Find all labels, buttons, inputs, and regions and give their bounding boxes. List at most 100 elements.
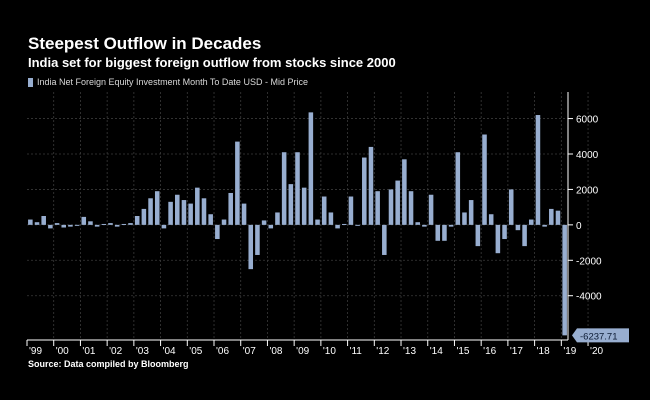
bar: [448, 224, 454, 227]
bar: [228, 192, 233, 225]
bar: [428, 194, 434, 225]
bar: [475, 224, 481, 247]
bar: [41, 216, 46, 225]
bar: [88, 221, 93, 225]
bar: [508, 189, 514, 225]
bar: [261, 220, 267, 225]
bar: [308, 112, 314, 225]
bar: [221, 219, 227, 225]
bar: [61, 224, 67, 228]
bar: [301, 187, 307, 225]
x-tick-label: '01: [82, 346, 95, 357]
bar: [362, 157, 367, 225]
bar: [528, 219, 534, 225]
x-tick-label: '13: [403, 346, 416, 357]
bar: [148, 198, 153, 225]
x-tick-label: '12: [376, 346, 389, 357]
bar: [422, 224, 427, 227]
bar: [535, 115, 541, 225]
y-tick-label: -2000: [576, 256, 602, 267]
bar: [455, 152, 461, 225]
x-tick-label: '99: [29, 346, 42, 357]
bar: [48, 224, 53, 229]
bar: [522, 224, 527, 247]
bar: [562, 224, 567, 336]
last-value-callout: [577, 328, 629, 343]
source-note: Source: Data compiled by Bloomberg: [28, 359, 189, 369]
bar: [108, 223, 113, 225]
bar: [468, 200, 474, 225]
x-tick-label: '05: [189, 346, 202, 357]
x-tick-label: '10: [323, 346, 336, 357]
x-tick-label: '18: [537, 346, 550, 357]
bar: [542, 224, 547, 227]
bar: [161, 224, 167, 229]
y-tick-label: 6000: [576, 115, 599, 126]
y-tick-label: 2000: [576, 185, 599, 196]
x-tick-label: '11: [350, 346, 363, 357]
bar: [348, 196, 354, 225]
x-tick-label: '14: [430, 346, 443, 357]
bar: [154, 191, 160, 225]
bar: [415, 222, 420, 225]
legend-swatch: [28, 77, 33, 87]
bar: [495, 224, 501, 254]
bar: [181, 200, 187, 225]
bar: [375, 191, 380, 225]
bar: [395, 180, 400, 225]
bar: [388, 189, 394, 225]
bar: [482, 134, 487, 225]
bar: [248, 224, 254, 270]
bar: [549, 208, 554, 225]
bar: [442, 224, 447, 241]
bar: [408, 191, 414, 225]
bar: [502, 224, 507, 240]
bar: [175, 194, 180, 225]
x-tick-label: '03: [136, 346, 149, 357]
x-tick-label: '16: [483, 346, 496, 357]
y-tick-label: 0: [576, 221, 582, 232]
bar: [462, 212, 467, 225]
bar: [28, 219, 33, 225]
legend: India Net Foreign Equity Investment Mont…: [28, 77, 308, 87]
bar: [101, 223, 107, 225]
x-tick-label: '06: [216, 346, 229, 357]
bar: [215, 224, 220, 240]
x-tick-label: '20: [590, 346, 603, 357]
bar: [368, 146, 374, 225]
x-tick-label: '09: [296, 346, 309, 357]
bar: [281, 152, 287, 225]
chart-subtitle: India set for biggest foreign outflow fr…: [28, 55, 396, 70]
y-tick-label: -4000: [576, 292, 602, 303]
x-tick-label: '08: [269, 346, 282, 357]
x-tick-label: '00: [56, 346, 69, 357]
bar: [488, 214, 494, 225]
last-value-label: -6237.71: [580, 331, 618, 342]
x-tick-label: '15: [456, 346, 469, 357]
bar: [555, 210, 561, 225]
bar: [54, 223, 60, 225]
bar: [81, 216, 87, 225]
bar: [321, 196, 327, 225]
bar: [355, 224, 360, 226]
bar: [195, 187, 200, 225]
bar: [275, 212, 280, 225]
bar: [382, 224, 387, 255]
bar: [208, 214, 213, 225]
bar: [241, 203, 247, 225]
bar: [402, 159, 407, 225]
bar: [201, 198, 207, 225]
bar: [134, 216, 140, 225]
x-tick-label: '17: [510, 346, 523, 357]
bar: [341, 223, 347, 225]
bar: [255, 224, 260, 255]
bar: [168, 201, 173, 225]
bar: [188, 203, 193, 225]
bar: [68, 224, 73, 227]
bar: [515, 224, 521, 231]
bar: [114, 224, 120, 227]
bar: [235, 141, 240, 225]
bar: [74, 224, 80, 226]
bar: [435, 224, 441, 241]
